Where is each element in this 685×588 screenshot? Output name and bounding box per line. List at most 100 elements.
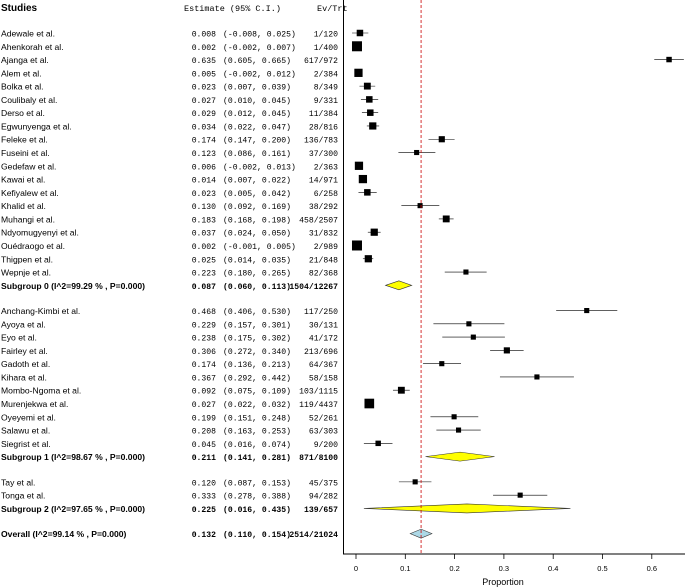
estimate-value: 0.123	[192, 150, 216, 159]
events-total: 871/8100	[299, 454, 338, 463]
estimate-value: 0.199	[192, 414, 216, 423]
confidence-interval: (0.010, 0.045)	[223, 97, 291, 106]
table-row: Tonga et al. 0.333 (0.278, 0.388) 94/282	[1, 491, 338, 502]
confidence-interval: (0.278, 0.388)	[223, 493, 291, 502]
estimate-value: 0.034	[192, 123, 216, 132]
study-point	[364, 398, 375, 409]
x-tick-label: 0.4	[548, 564, 558, 573]
study-point	[369, 122, 377, 130]
table-row: Thigpen et al. 0.025 (0.014, 0.035) 21/848	[1, 254, 338, 265]
study-point	[397, 386, 405, 394]
table-rows: Adewale et al. 0.008 (-0.008, 0.025) 1/120A…	[1, 29, 338, 541]
study-point	[666, 56, 672, 63]
table-row: Gadoth et al. 0.174 (0.136, 0.213) 64/367	[1, 359, 338, 370]
table-row: Kihara et al. 0.367 (0.292, 0.442) 58/158	[1, 372, 338, 383]
events-total: 2514/21024	[289, 531, 338, 540]
table-row: Adewale et al. 0.008 (-0.008, 0.025) 1/120	[1, 29, 338, 40]
study-point	[584, 308, 590, 314]
events-total: 38/292	[309, 203, 338, 212]
estimate-value: 0.208	[192, 428, 216, 437]
estimate-value: 0.183	[192, 216, 216, 225]
study-name: Overall (I^2=99.14 % , P=0.000)	[1, 529, 127, 539]
events-total: 2/363	[314, 163, 338, 172]
estimate-value: 0.333	[192, 493, 216, 502]
confidence-interval: (0.406, 0.530)	[223, 308, 291, 317]
confidence-interval: (0.087, 0.153)	[223, 479, 291, 488]
confidence-interval: (0.012, 0.045)	[223, 110, 291, 119]
table-row: Murenjekwa et al. 0.027 (0.022, 0.032) 119/…	[1, 399, 338, 410]
confidence-interval: (0.110, 0.154)	[223, 531, 291, 540]
events-total: 30/131	[309, 321, 338, 330]
study-name: Fairley et al.	[1, 346, 48, 356]
events-total: 52/261	[309, 414, 338, 423]
subgroup-row: Subgroup 0 (I^2=99.29 % , P=0.000) 0.087 (…	[1, 281, 338, 292]
confidence-interval: (0.180, 0.265)	[223, 270, 291, 279]
study-name: Oyeyemi et al.	[1, 412, 56, 422]
events-total: 458/2507	[299, 216, 338, 225]
confidence-interval: (0.175, 0.302)	[223, 335, 291, 344]
plot-marks	[351, 0, 684, 553]
x-axis-label: Proportion	[482, 577, 524, 587]
study-name: Derso et al.	[1, 108, 45, 118]
study-name: Ndyomugyenyi et al.	[1, 228, 79, 238]
study-name: Salawu et al.	[1, 426, 50, 436]
events-total: 617/972	[304, 57, 338, 66]
study-point	[439, 361, 445, 367]
column-headers: Studies Estimate (95% C.I.) Ev/Trt	[1, 3, 348, 14]
events-total: 28/816	[309, 123, 338, 132]
subgroup-diamond	[363, 503, 571, 514]
estimate-value: 0.211	[192, 454, 216, 463]
estimate-value: 0.635	[192, 57, 216, 66]
estimate-value: 0.005	[192, 70, 216, 79]
study-point	[358, 174, 368, 184]
x-tick-label: 0.1	[400, 564, 410, 573]
study-name: Subgroup 2 (I^2=97.65 % , P=0.000)	[1, 504, 145, 514]
table-row: Egwunyenga et al. 0.034 (0.022, 0.047) 28/8…	[1, 121, 338, 132]
study-name: Muhangi et al.	[1, 214, 55, 224]
table-row: Khalid et al. 0.130 (0.092, 0.169) 38/292	[1, 201, 338, 212]
events-total: 9/331	[314, 97, 338, 106]
table-row: Ndyomugyenyi et al. 0.037 (0.024, 0.050) 31…	[1, 228, 338, 239]
confidence-interval: (-0.008, 0.025)	[223, 31, 296, 40]
estimate-value: 0.238	[192, 335, 216, 344]
study-point	[375, 440, 381, 447]
subgroup-diamond	[384, 280, 413, 291]
confidence-interval: (0.292, 0.442)	[223, 374, 291, 383]
study-name: Kawai et al.	[1, 175, 45, 185]
table-row: Derso et al. 0.029 (0.012, 0.045) 11/384	[1, 108, 338, 119]
x-tick-label: 0	[354, 564, 358, 573]
table-row: Feleke et al. 0.174 (0.147, 0.200) 136/783	[1, 135, 338, 146]
study-name: Mombo-Ngoma et al.	[1, 386, 81, 396]
confidence-interval: (0.157, 0.301)	[223, 321, 291, 330]
study-point	[364, 189, 371, 196]
confidence-interval: (0.163, 0.253)	[223, 428, 291, 437]
table-row: Ahenkorah et al. 0.002 (-0.002, 0.007) 1/40…	[1, 42, 338, 53]
confidence-interval: (0.086, 0.161)	[223, 150, 291, 159]
study-point	[367, 109, 374, 116]
study-point	[503, 347, 510, 354]
confidence-interval: (0.147, 0.200)	[223, 137, 291, 146]
confidence-interval: (0.016, 0.435)	[223, 506, 291, 515]
estimate-value: 0.045	[192, 441, 216, 450]
study-name: Thigpen et al.	[1, 254, 53, 264]
table-row: Kawai et al. 0.014 (0.007, 0.022) 14/971	[1, 175, 338, 186]
study-name: Subgroup 0 (I^2=99.29 % , P=0.000)	[1, 281, 145, 291]
events-total: 82/368	[309, 270, 338, 279]
overall-row: Overall (I^2=99.14 % , P=0.000) 0.132 (0.1…	[1, 529, 338, 540]
study-point	[414, 149, 420, 156]
estimate-value: 0.027	[192, 401, 216, 410]
confidence-interval: (0.005, 0.042)	[223, 190, 291, 199]
confidence-interval: (-0.002, 0.007)	[223, 44, 296, 53]
estimate-value: 0.223	[192, 270, 216, 279]
subgroup-row: Subgroup 1 (I^2=98.67 % , P=0.000) 0.211 (…	[1, 452, 338, 463]
study-name: Murenjekwa et al.	[1, 399, 68, 409]
events-total: 103/1115	[299, 388, 338, 397]
x-tick-label: 0.2	[449, 564, 459, 573]
study-point	[451, 414, 457, 420]
events-total: 58/158	[309, 374, 338, 383]
events-total: 1/400	[314, 44, 338, 53]
events-total: 136/783	[304, 137, 338, 146]
estimate-value: 0.008	[192, 31, 216, 40]
study-point	[364, 255, 372, 263]
